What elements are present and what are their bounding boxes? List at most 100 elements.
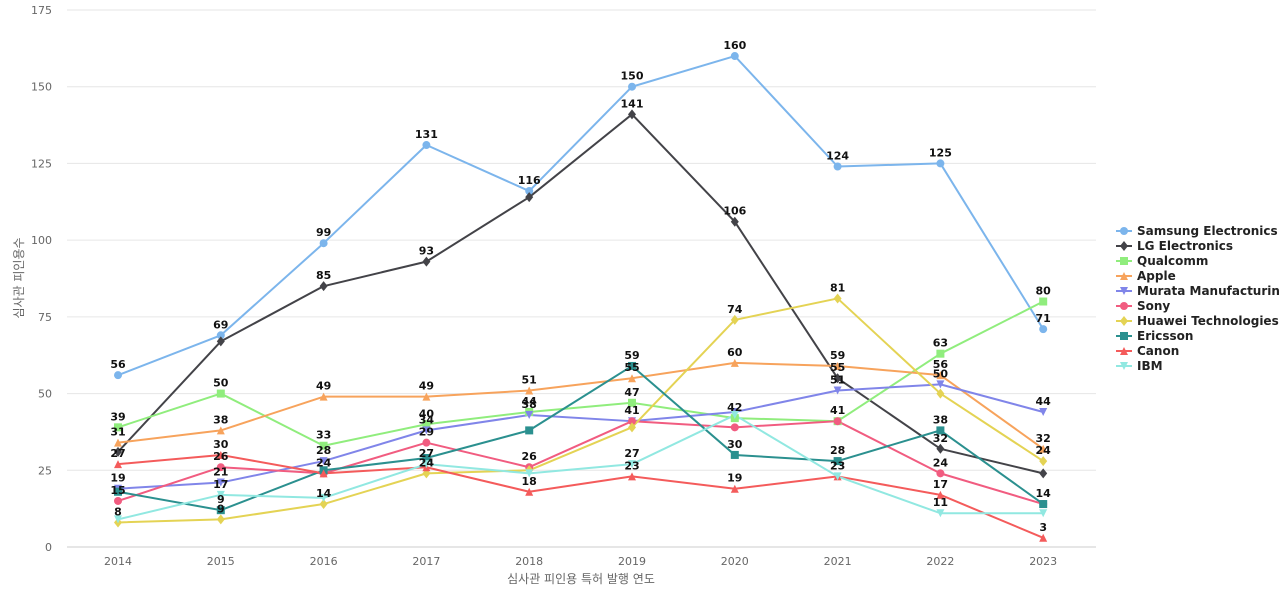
legend-item-huawei-technologies[interactable]: Huawei Technologies [1116,314,1279,328]
x-tick-label: 2014 [104,555,132,568]
data-point-qualcomm [319,441,328,450]
series-markers [114,52,1048,542]
data-point-samsung-electronics [216,331,225,340]
series-lines [117,55,1045,539]
data-label: 63 [933,337,948,350]
data-label: 23 [830,459,845,472]
data-label: 160 [723,39,746,52]
legend-label: Qualcomm [1137,254,1208,268]
data-label: 11 [933,496,948,509]
data-point-samsung-electronics [628,82,636,91]
data-label: 27 [624,447,639,460]
x-tick-label: 2020 [721,555,749,568]
legend-label: Sony [1137,299,1170,313]
data-label: 39 [110,410,125,423]
data-point-canon [936,490,945,499]
data-point-sony [216,463,225,472]
data-label: 24 [933,456,949,469]
grid-lines [67,9,1096,548]
legend-item-samsung-electronics[interactable]: Samsung Electronics [1116,224,1278,238]
data-point-lg-electronics [422,256,431,267]
data-point-samsung-electronics [422,141,431,150]
data-point-lg-electronics [936,443,945,454]
series-line-canon [117,453,1044,539]
data-point-lg-electronics [730,216,739,227]
legend-item-sony[interactable]: Sony [1116,299,1170,313]
y-tick-label: 75 [38,311,52,324]
legend-item-ericsson[interactable]: Ericsson [1116,329,1193,343]
data-label: 28 [316,444,331,457]
data-label: 8 [114,505,122,518]
data-label: 85 [316,269,331,282]
data-label: 26 [213,450,229,463]
data-point-lg-electronics [319,281,328,292]
data-point-huawei-technologies [628,422,636,433]
data-point-canon [730,484,739,493]
data-point-canon [628,472,636,481]
legend-item-qualcomm[interactable]: Qualcomm [1116,254,1208,268]
data-point-samsung-electronics [114,371,122,380]
data-point-ibm [216,490,225,499]
data-point-ericsson [525,426,534,435]
data-label: 116 [518,174,541,187]
data-label: 14 [316,487,332,500]
data-label: 33 [316,429,331,442]
data-point-samsung-electronics [1039,325,1048,334]
data-label: 18 [522,475,537,488]
data-label: 56 [933,358,949,371]
data-label: 32 [933,432,948,445]
legend-label: Samsung Electronics [1137,224,1278,238]
data-point-apple [936,371,945,380]
data-label: 15 [110,484,125,497]
data-label: 124 [826,149,849,162]
data-label: 24 [1036,444,1052,457]
data-label: 38 [522,398,537,411]
data-label: 38 [213,413,228,426]
data-label: 81 [830,281,845,294]
data-label: 80 [1036,285,1052,298]
data-point-apple [833,361,842,370]
data-point-ibm [936,509,945,518]
data-label: 41 [830,404,845,417]
legend-item-canon[interactable]: Canon [1116,344,1179,358]
data-label: 150 [621,70,644,83]
legend-marker [1120,241,1128,251]
data-point-canon [525,487,534,496]
data-label: 3 [1039,521,1047,534]
series-line-murata-manufacturing [117,383,1044,490]
data-point-huawei-technologies [319,499,328,510]
data-point-murata-manufacturing [422,426,431,435]
data-label: 31 [110,426,125,439]
y-tick-label: 100 [31,234,52,247]
series-line-sony [117,420,1044,505]
data-point-murata-manufacturing [1039,407,1048,416]
data-point-lg-electronics [114,446,122,457]
data-point-ericsson [114,487,122,496]
data-point-huawei-technologies [936,388,945,399]
data-label: 59 [830,349,845,362]
data-label: 40 [419,407,435,420]
y-axis-ticks: 0 25 50 75 100 125 150 175 [31,4,52,554]
x-tick-label: 2023 [1029,555,1057,568]
legend-item-ibm[interactable]: IBM [1116,359,1163,373]
data-point-apple [1039,444,1048,453]
series-line-samsung-electronics [117,55,1045,377]
legend-item-apple[interactable]: Apple [1116,269,1176,283]
data-point-ericsson [833,457,842,466]
legend-label: Ericsson [1137,329,1193,343]
legend-item-lg-electronics[interactable]: LG Electronics [1116,239,1233,253]
data-point-qualcomm [936,349,945,358]
x-tick-label: 2021 [824,555,852,568]
data-label: 14 [1036,487,1052,500]
legend-label: Murata Manufacturing [1137,284,1280,298]
data-label: 44 [522,395,538,408]
legend-label: IBM [1137,359,1163,373]
data-point-ericsson [628,361,636,370]
data-point-apple [422,392,431,401]
data-label: 41 [624,404,639,417]
series-line-ibm [117,414,1044,521]
legend-item-murata-manufacturing[interactable]: Murata Manufacturing [1116,284,1280,298]
data-label: 131 [415,128,438,141]
legend-marker [1120,316,1128,326]
data-point-sony [628,417,636,426]
